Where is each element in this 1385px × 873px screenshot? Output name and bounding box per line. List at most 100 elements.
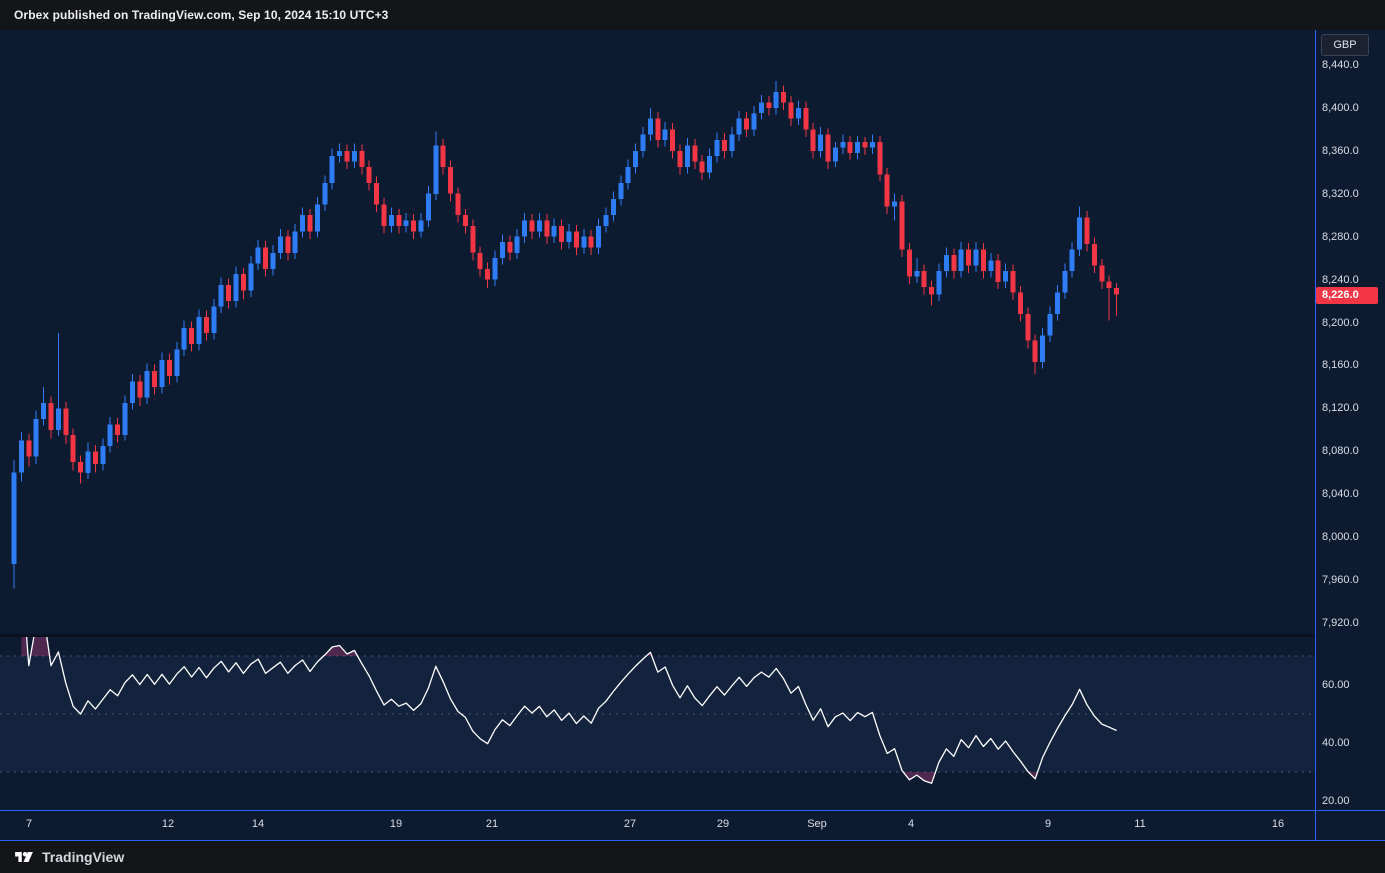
- candle-body: [48, 403, 54, 430]
- rsi-axis-label: 60.00: [1322, 678, 1350, 691]
- candle-body: [536, 220, 542, 232]
- time-axis-label: 29: [716, 818, 730, 830]
- candle-body: [433, 145, 439, 194]
- candle-body: [448, 166, 454, 194]
- time-axis[interactable]: 7 12 14 19 21 27 29 Sep 4 9 11 16: [0, 810, 1315, 841]
- candle-body: [92, 451, 98, 465]
- candle-body: [588, 236, 594, 248]
- candle-body: [921, 271, 927, 288]
- rsi-pane[interactable]: [0, 637, 1315, 810]
- candle-body: [425, 193, 431, 221]
- candle-body: [640, 134, 646, 151]
- candle-body: [544, 220, 550, 237]
- candle-body: [936, 271, 942, 295]
- candle-body: [958, 249, 964, 271]
- price-axis-label: 8,360.0: [1322, 144, 1359, 157]
- candle-body: [788, 102, 794, 119]
- candle-body: [751, 113, 757, 130]
- candle-body: [551, 225, 557, 237]
- candle-body: [995, 260, 1001, 282]
- candle-body: [655, 118, 661, 141]
- time-axis-label: 14: [251, 818, 265, 830]
- candle-body: [906, 249, 912, 277]
- candle-body: [55, 408, 61, 430]
- axis-border-vertical: [1315, 30, 1316, 841]
- candle-body: [418, 220, 424, 232]
- candle-body: [11, 472, 17, 564]
- candle-body: [181, 327, 187, 350]
- candle-body: [26, 440, 32, 457]
- candle-body: [1003, 271, 1009, 282]
- candle-body: [144, 370, 150, 398]
- candle-body: [758, 102, 764, 114]
- symbol-currency-button[interactable]: GBP: [1321, 34, 1369, 56]
- candle-body: [507, 242, 513, 253]
- candle-body: [810, 129, 816, 151]
- candle-body: [840, 142, 846, 148]
- candle-body: [943, 254, 949, 271]
- candle-body: [411, 220, 417, 232]
- candle-body: [63, 408, 69, 436]
- candle-body: [884, 174, 890, 207]
- candle-body: [581, 236, 587, 248]
- candle-body: [189, 327, 195, 344]
- price-axis-label: 8,400.0: [1322, 101, 1359, 114]
- candle-body: [699, 161, 705, 173]
- candle-body: [174, 349, 180, 377]
- time-axis-label: 27: [623, 818, 637, 830]
- candle-body: [78, 462, 84, 473]
- price-axis-label: 8,080.0: [1322, 445, 1359, 458]
- candle-body: [825, 134, 831, 162]
- candle-body: [344, 150, 350, 162]
- candlestick-chart[interactable]: [0, 30, 1315, 634]
- candle-body: [403, 220, 409, 226]
- candle-body: [240, 274, 246, 291]
- candle-body: [988, 260, 994, 271]
- candle-body: [1077, 217, 1083, 250]
- candle-body: [662, 129, 668, 141]
- candle-body: [485, 268, 491, 280]
- candle-body: [33, 419, 39, 457]
- candle-body: [1040, 335, 1046, 363]
- time-axis-label: 11: [1134, 818, 1146, 830]
- candle-body: [980, 249, 986, 271]
- candle-body: [625, 166, 631, 183]
- candle-body: [292, 231, 298, 253]
- candle-body: [159, 360, 165, 387]
- price-axis-label: 8,040.0: [1322, 488, 1359, 501]
- candle-body: [233, 274, 239, 301]
- candle-body: [18, 440, 24, 473]
- rsi-band: [0, 656, 1315, 772]
- candle-body: [1062, 271, 1068, 293]
- candle-body: [1025, 313, 1031, 341]
- candle-body: [677, 150, 683, 167]
- candle-body: [499, 242, 505, 259]
- candle-body: [773, 91, 779, 108]
- time-axis-label: 4: [907, 818, 915, 830]
- time-axis-label: 7: [25, 818, 33, 830]
- tradingview-logo[interactable]: [14, 849, 34, 865]
- time-axis-label: 16: [1271, 818, 1285, 830]
- candle-body: [914, 271, 920, 277]
- candle-body: [1114, 288, 1120, 295]
- candle-body: [314, 204, 320, 232]
- candle-body: [203, 317, 209, 334]
- candle-body: [647, 118, 653, 135]
- candle-body: [226, 284, 232, 301]
- tradingview-wordmark[interactable]: TradingView: [42, 849, 125, 865]
- candle-body: [211, 306, 217, 334]
- attribution-bar: Orbex published on TradingView.com, Sep …: [0, 0, 1385, 30]
- candle-body: [1099, 265, 1105, 282]
- price-axis[interactable]: 8,440.0 8,400.0 8,360.0 8,320.0 8,280.0 8,240…: [1315, 30, 1385, 841]
- candle-body: [877, 142, 883, 175]
- candle-body: [566, 231, 572, 242]
- candle-body: [129, 381, 135, 403]
- candle-body: [337, 150, 343, 157]
- time-axis-label: 21: [485, 818, 499, 830]
- candle-body: [307, 215, 313, 232]
- candle-body: [351, 150, 357, 162]
- candle-body: [1010, 271, 1016, 293]
- candle-body: [862, 142, 868, 148]
- candle-body: [795, 107, 801, 119]
- attribution-text: Orbex published on TradingView.com, Sep …: [14, 8, 389, 22]
